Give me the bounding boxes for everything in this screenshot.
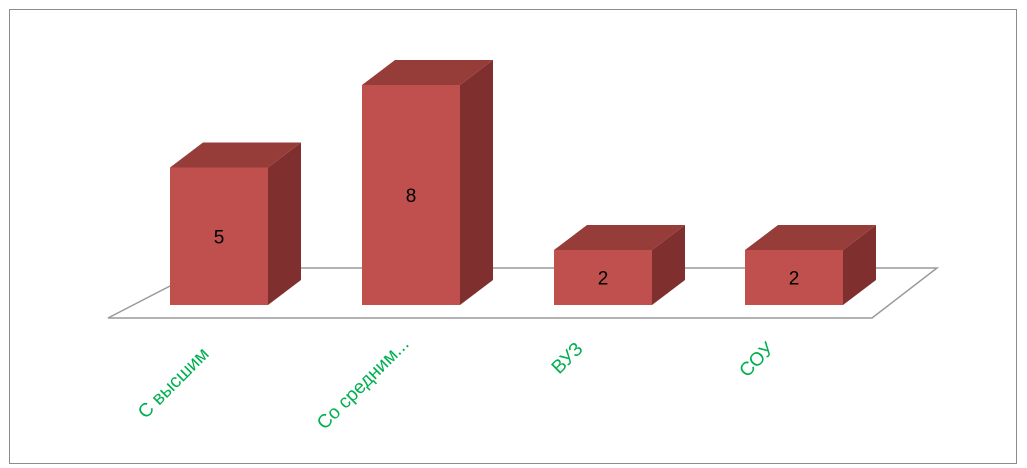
- data-label: 5: [214, 227, 225, 248]
- bar-2: 8: [362, 60, 493, 305]
- bar-4: 2: [745, 225, 876, 305]
- bar-front-face: [362, 85, 460, 305]
- bar-side-face: [652, 225, 685, 305]
- category-label: СОУ: [736, 338, 780, 382]
- bar-1: 5: [170, 142, 301, 305]
- category-label: С высшим: [134, 344, 213, 423]
- bar-3: 2: [554, 225, 685, 305]
- bar-front-face: [554, 250, 652, 305]
- bar-top-face: [362, 60, 493, 85]
- bar-side-face: [843, 225, 876, 305]
- bar-top-face: [745, 225, 876, 250]
- category-label: Со средним...: [313, 334, 413, 434]
- category-labels: С высшим Со средним... ВУЗ СОУ: [134, 334, 779, 434]
- bar-front-face: [745, 250, 843, 305]
- bar-side-face: [460, 60, 493, 305]
- bar-front-face: [170, 167, 268, 305]
- data-label: 2: [598, 269, 609, 290]
- bars-layer: 5 8 2 2: [170, 60, 876, 305]
- category-label: ВУЗ: [548, 339, 588, 379]
- data-label: 8: [406, 186, 417, 207]
- bar-top-face: [170, 142, 301, 168]
- bar-top-face: [554, 225, 685, 250]
- data-label: 2: [789, 269, 800, 290]
- bar-side-face: [268, 142, 301, 305]
